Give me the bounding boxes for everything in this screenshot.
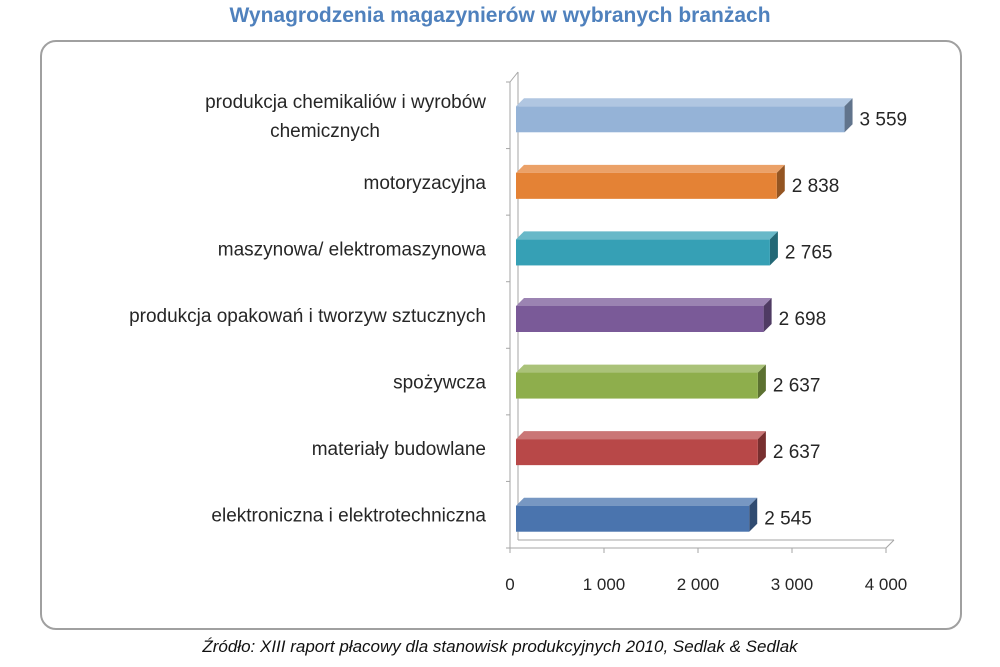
category-label: elektroniczna i elektrotechniczna — [211, 506, 486, 527]
data-label: 3 559 — [860, 109, 908, 130]
data-label: 2 765 — [785, 242, 833, 263]
bar-top-face — [516, 431, 766, 440]
bar — [516, 505, 750, 532]
data-label: 2 698 — [779, 309, 827, 330]
value-tick-label: 3 000 — [771, 575, 814, 594]
data-label: 2 637 — [773, 376, 821, 397]
bar — [516, 439, 758, 466]
axis-floor-end — [885, 539, 895, 549]
data-label: 2 838 — [792, 176, 840, 197]
category-label: produkcja opakowań i tworzyw sztucznych — [129, 306, 486, 327]
category-label: maszynowa/ elektromaszynowa — [218, 239, 487, 260]
value-tick-label: 1 000 — [583, 575, 626, 594]
bar-top-face — [516, 231, 778, 240]
bar-top-face — [516, 364, 766, 373]
category-label: chemicznych — [270, 121, 380, 142]
bar-top-face — [516, 164, 785, 173]
data-label: 2 545 — [764, 509, 812, 530]
bar-top-face — [516, 497, 758, 506]
bar-end-face — [844, 98, 853, 133]
category-label: spożywcza — [393, 373, 486, 394]
bar — [516, 372, 758, 399]
category-label: materiały budowlane — [312, 439, 486, 460]
bar — [516, 306, 764, 332]
bar-end-face — [769, 231, 778, 266]
bar-end-face — [776, 164, 785, 199]
bar — [516, 239, 770, 266]
category-label: motoryzacyjna — [364, 173, 487, 194]
category-label: produkcja chemikaliów i wyrobów — [205, 92, 486, 113]
bar-top-face — [516, 298, 772, 306]
bar-end-face — [757, 364, 766, 399]
bar — [516, 106, 845, 133]
value-tick-label: 4 000 — [865, 575, 908, 594]
bar-end-face — [757, 431, 766, 466]
source-note: Źródło: XIII raport płacowy dla stanowis… — [202, 637, 798, 656]
data-label: 2 637 — [773, 442, 821, 463]
bar-end-face — [749, 497, 758, 532]
value-tick-label: 2 000 — [677, 575, 720, 594]
chart-frame — [40, 40, 962, 630]
chart-title: Wynagrodzenia magazynierów w wybranych b… — [229, 4, 771, 27]
bar-top-face — [516, 98, 853, 107]
axis-top-edge — [509, 71, 519, 83]
value-tick-label: 0 — [505, 575, 514, 594]
bar — [516, 172, 777, 199]
bar-end-face — [763, 298, 772, 332]
